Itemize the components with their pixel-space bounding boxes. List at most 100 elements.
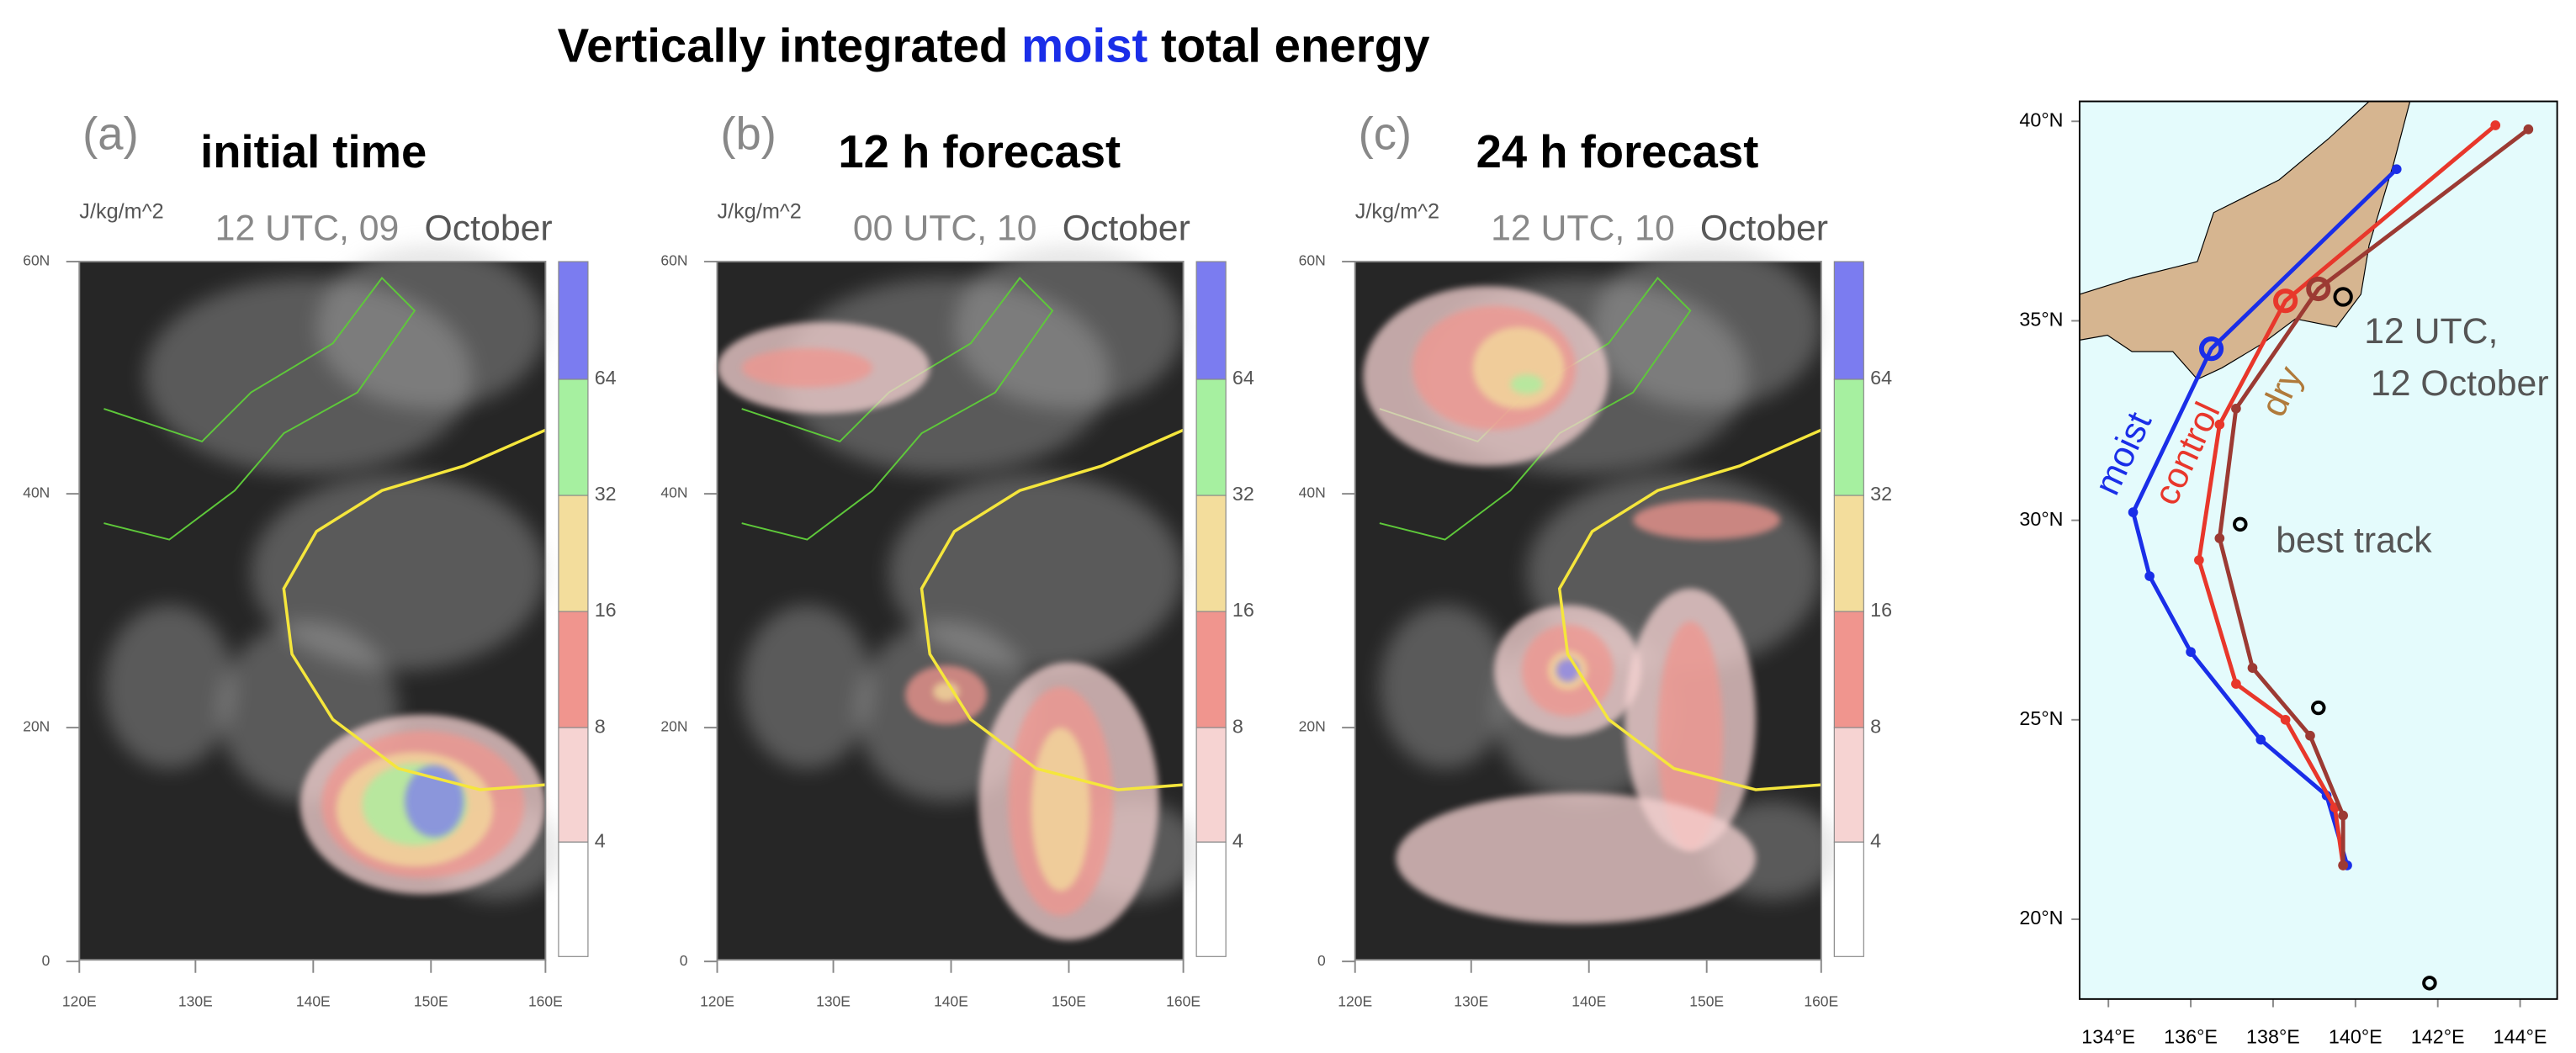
colorbar-tick-label: 8	[1870, 715, 1881, 737]
track-point	[2214, 533, 2225, 543]
energy-contour	[1396, 792, 1757, 924]
track-point	[2231, 403, 2241, 414]
track-point	[2523, 124, 2534, 135]
time-label: 12 UTC, 10	[1491, 208, 1675, 248]
colorbar-segment	[1195, 495, 1227, 612]
track-point	[2198, 336, 2224, 362]
y-tick-label: 60N	[23, 252, 50, 269]
colorbar-tick-label: 16	[1232, 599, 1254, 621]
energy-contour	[933, 681, 960, 702]
colorbar-segment	[558, 841, 589, 957]
energy-contour	[1657, 621, 1724, 850]
annotation: 12 October	[2371, 363, 2549, 404]
colorbar-segment	[558, 727, 589, 843]
track-point	[2194, 555, 2204, 565]
y-tick-label: 40N	[660, 484, 687, 501]
colorbar-segment	[558, 378, 589, 496]
map-frame	[2078, 100, 2558, 1000]
best-track-label: best track	[2276, 521, 2432, 561]
energy-contour	[1510, 374, 1544, 394]
colorbar-tick-label: 8	[1232, 715, 1243, 737]
colorbar-tick-label: 4	[1870, 829, 1881, 851]
cloud	[1592, 245, 1821, 410]
month-label: October	[1700, 208, 1828, 248]
panel: (b) 12 h forecast J/kg/m^2 00 UTC, 10 Octobe…	[660, 108, 1254, 1010]
colorbar-segment	[1195, 261, 1227, 380]
coastline	[103, 277, 416, 541]
month-label: October	[425, 208, 553, 248]
x-tick-label: 142°E	[2411, 1026, 2465, 1048]
unit-label: J/kg/m^2	[718, 199, 802, 223]
energy-contour	[1031, 728, 1090, 892]
track-point	[2273, 288, 2298, 314]
month-label: October	[1063, 208, 1190, 248]
x-tick-label: 130E	[816, 992, 851, 1009]
panel: (c) 24 h forecast J/kg/m^2 12 UTC, 10 Octobe…	[1299, 108, 1892, 1010]
colorbar-segment	[1833, 378, 1864, 496]
panel-letter: (c)	[1359, 108, 1412, 160]
colorbar-segment	[1833, 727, 1864, 843]
track-point	[2255, 734, 2266, 745]
track-point	[2490, 120, 2501, 130]
y-tick-label: 25°N	[2019, 707, 2063, 729]
track-point	[2128, 507, 2139, 517]
energy-contour	[1472, 326, 1565, 410]
energy-contour	[1556, 659, 1580, 682]
colorbar-segment	[1833, 495, 1864, 612]
colorbar-tick-label: 16	[595, 599, 617, 621]
x-tick-label: 144°E	[2494, 1026, 2547, 1048]
colorbar-segment	[558, 495, 589, 612]
track-point	[2306, 276, 2331, 302]
y-tick-label: 0	[42, 952, 50, 969]
x-tick-label: 120E	[1338, 992, 1372, 1009]
y-tick-label: 60N	[660, 252, 687, 269]
panel-heading: initial time	[200, 126, 427, 177]
x-tick-label: 160E	[528, 992, 563, 1009]
time-label: 00 UTC, 10	[853, 208, 1037, 248]
colorbar-tick-label: 8	[595, 715, 606, 737]
y-tick-label: 20N	[1299, 718, 1326, 735]
x-tick-label: 138°E	[2246, 1026, 2300, 1048]
best-track-point	[2333, 287, 2353, 307]
best-track-point	[2422, 976, 2437, 991]
track-line	[2217, 127, 2530, 865]
track-point	[2214, 419, 2225, 430]
x-tick-label: 140°E	[2329, 1026, 2383, 1048]
track-point	[2305, 730, 2315, 741]
coastline	[741, 277, 1054, 541]
y-tick-label: 40N	[1299, 484, 1326, 501]
x-tick-label: 150E	[1052, 992, 1086, 1009]
colorbar-segment	[558, 261, 589, 380]
energy-contour	[405, 765, 464, 838]
y-tick-label: 40°N	[2019, 108, 2063, 130]
y-tick-label: 30°N	[2019, 508, 2063, 530]
typhoon-track	[920, 428, 1185, 791]
cloud	[741, 605, 873, 769]
track-point	[2144, 571, 2155, 581]
y-tick-label: 0	[680, 952, 688, 969]
best-track-point	[2311, 700, 2326, 716]
colorbar-segment	[1195, 611, 1227, 728]
annotation: 12 UTC,	[2364, 311, 2498, 352]
x-tick-label: 160E	[1804, 992, 1838, 1009]
track-point	[2247, 663, 2258, 673]
track-point	[2391, 164, 2402, 175]
colorbar-tick-label: 64	[595, 367, 617, 389]
colorbar-segment	[1195, 727, 1227, 843]
colorbar-tick-label: 32	[1870, 483, 1892, 505]
typhoon-track	[282, 428, 547, 791]
colorbar-tick-label: 64	[1870, 367, 1892, 389]
title-part: total energy	[1161, 19, 1430, 71]
track-point	[2280, 714, 2291, 725]
cloud	[103, 605, 235, 769]
title-part: Vertically integrated	[558, 19, 1009, 71]
track-point	[2186, 647, 2196, 657]
colorbar-tick-label: 16	[1870, 599, 1892, 621]
title-highlight: moist	[1021, 19, 1148, 71]
cloud	[316, 245, 546, 410]
unit-label: J/kg/m^2	[79, 199, 163, 223]
best-track-point	[2233, 516, 2248, 532]
land	[2079, 100, 2411, 380]
